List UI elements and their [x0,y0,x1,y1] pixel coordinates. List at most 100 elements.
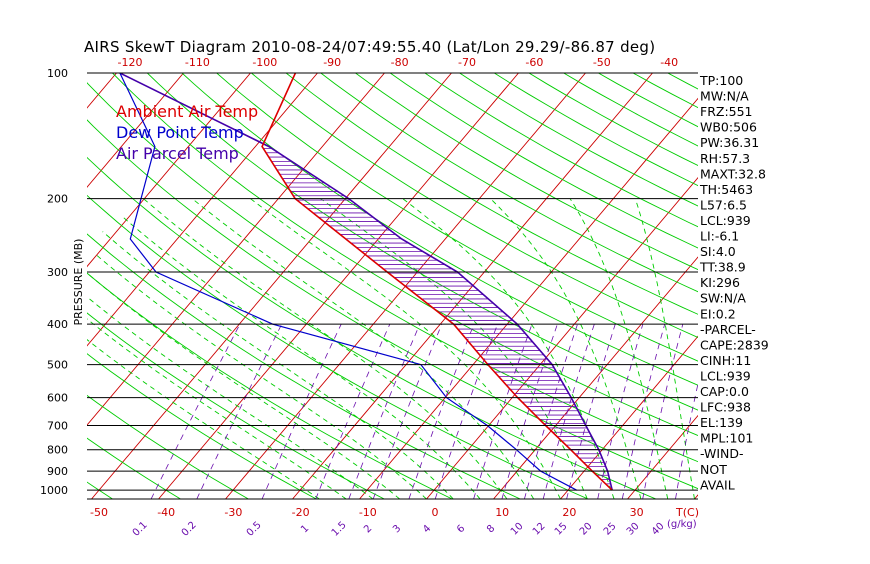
stat-line: -PARCEL- [700,322,756,337]
stat-line: NOT [700,462,727,477]
top-temp-tick-label: -40 [660,56,678,69]
mixing-ratio-tick-label: 25 [602,521,619,538]
mixing-ratio-tick-label: 8 [485,523,497,535]
dry-adiabat-line [147,73,870,499]
mixing-ratio-unit-label: (g/kg) [667,519,697,530]
moist-adiabat-line [250,199,560,499]
mixing-ratio-tick-label: 15 [553,521,570,538]
mixing-ratio-line [316,324,390,499]
stat-line: MPL:101 [700,431,753,446]
stat-line: L57:6.5 [700,197,747,212]
pressure-tick-label: 600 [47,392,68,405]
mixing-ratio-tick-label: 1 [299,523,311,535]
moist-adiabat-line [490,199,641,499]
mixing-ratio-tick-label: 20 [578,521,595,538]
stat-line: LCL:939 [700,213,751,228]
stat-line: SW:N/A [700,291,746,306]
mixing-ratio-line [151,324,240,499]
bottom-temp-tick-label: 10 [495,506,509,519]
isotherm-line [762,73,870,499]
mixing-ratio-tick-label: 1.5 [330,520,349,539]
pressure-tick-label: 400 [47,318,68,331]
mixing-ratio-tick-label: 0.5 [245,520,264,539]
stat-line: TP:100 [699,73,743,88]
pressure-tick-label: 300 [47,266,68,279]
bottom-temp-tick-label: -20 [292,506,310,519]
pressure-tick-label: 900 [47,465,68,478]
bottom-temp-tick-label: -50 [90,506,108,519]
cape-hatch-layer [263,148,611,488]
top-temp-tick-label: -80 [391,56,409,69]
stat-line: LFC:938 [700,400,751,415]
legend-entry: Ambient Air Temp [116,102,258,121]
stat-line: AVAIL [700,477,735,492]
stat-line: SI:4.0 [700,244,736,259]
stats-panel: TP:100MW:N/AFRZ:551WB0:506PW:36.31RH:57.… [699,73,769,492]
stat-line: CINH:11 [700,353,751,368]
pressure-tick-label: 200 [47,193,68,206]
stat-line: TH:5463 [699,182,753,197]
isotherm-line [829,73,870,499]
top-temp-tick-label: -60 [525,56,543,69]
top-temp-tick-label: -120 [118,56,143,69]
dry-adiabat-line [772,73,870,499]
dry-adiabat-line [0,73,45,499]
mixing-ratio-tick-label: 0.1 [131,520,150,539]
top-temp-tick-label: -110 [185,56,210,69]
y-axis-label: PRESSURE (MB) [72,239,85,326]
bottom-temp-tick-label: 20 [562,506,576,519]
dry-adiabat-line [0,73,113,499]
top-temp-tick-label: -100 [252,56,277,69]
dry-adiabat-line [807,73,870,499]
top-temp-tick-label: -70 [458,56,476,69]
top-temp-tick-label: -50 [593,56,611,69]
pressure-tick-label: 500 [47,359,68,372]
stat-line: LI:-6.1 [700,229,739,244]
dry-adiabat-line [217,73,870,499]
stat-line: PW:36.31 [700,135,759,150]
pressure-tick-label: 1000 [40,484,68,497]
mixing-ratio-tick-label: 2 [362,523,374,535]
mixing-ratio-line [262,324,341,499]
bottom-temp-tick-label: -40 [157,506,175,519]
stat-line: KI:296 [700,275,740,290]
mixing-ratio-tick-label: 6 [455,523,467,535]
mixing-ratio-tick-label: 40 [650,521,667,538]
dry-adiabat-line [0,73,588,499]
stat-line: RH:57.3 [700,151,750,166]
mixing-ratio-line [643,324,683,499]
stat-line: EI:0.2 [700,306,736,321]
isotherm-line [0,73,117,499]
mixing-ratio-line [622,324,664,499]
bottom-temp-tick-label: 30 [630,506,644,519]
dry-adiabat-line [494,73,870,499]
stat-line: -WIND- [700,446,744,461]
mixing-ratio-line [373,324,442,499]
stat-line: CAP:0.0 [700,384,749,399]
dry-adiabat-line [668,73,870,499]
dry-adiabat-line [321,73,870,499]
dry-adiabat-line [8,73,656,499]
mixing-ratio-tick-label: 12 [531,521,548,538]
moist-adiabat-line [94,253,427,499]
top-temp-tick-label: -90 [323,56,341,69]
chart-title: AIRS SkewT Diagram 2010-08-24/07:49:55.4… [84,38,655,56]
stat-line: EL:139 [700,415,743,430]
mixing-ratio-tick-label: 0.2 [180,520,199,539]
stat-line: TT:38.9 [699,260,746,275]
pressure-tick-label: 100 [47,67,68,80]
stat-line: MAXT:32.8 [700,166,766,181]
stat-line: LCL:939 [700,368,751,383]
pressure-tick-label: 700 [47,420,68,433]
isotherm-line [0,73,50,499]
mixing-ratio-line [349,324,420,499]
isotherm-line [494,73,854,499]
stat-line: WB0:506 [700,120,757,135]
mixing-ratio-tick-label: 30 [625,521,642,538]
temp-unit-label: T(C) [675,506,699,519]
stat-line: CAPE:2839 [700,337,769,352]
stat-line: MW:N/A [700,89,749,104]
